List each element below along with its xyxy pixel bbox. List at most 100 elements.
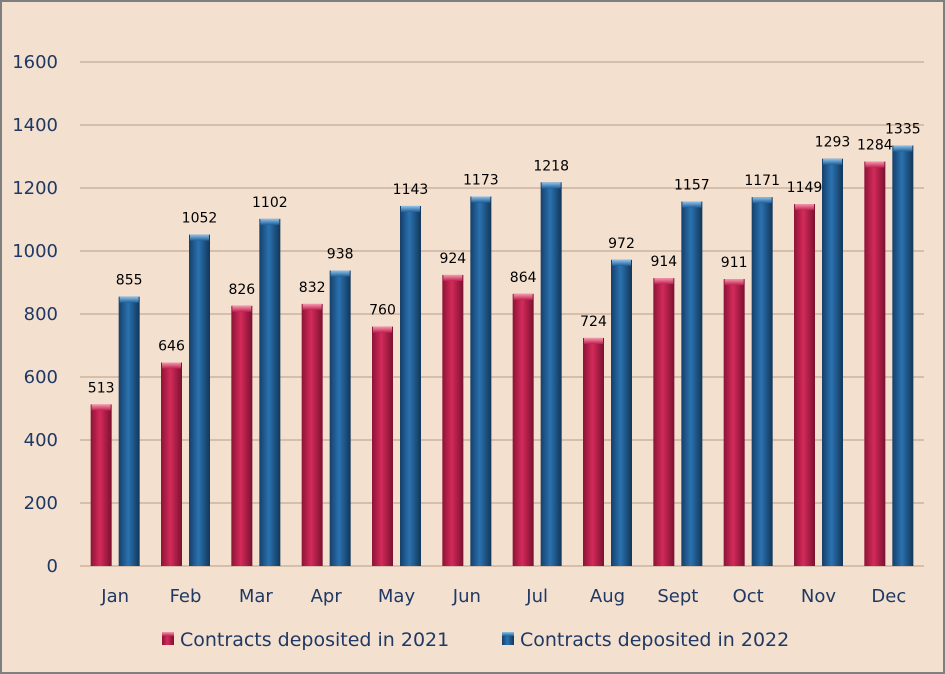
x-tick-label: Nov <box>801 586 836 607</box>
bar-cap <box>612 259 631 266</box>
data-label: 1149 <box>787 180 823 196</box>
bar-2021-dec <box>864 161 886 567</box>
bar-cap <box>232 305 252 312</box>
y-tick-label: 1400 <box>12 115 58 136</box>
bar-cap <box>752 197 772 204</box>
y-tick-label: 200 <box>24 493 58 514</box>
y-tick-label: 1200 <box>12 178 58 199</box>
bar-cap <box>190 234 209 241</box>
bar-2021-jun <box>442 274 464 566</box>
bar-2021-nov <box>794 204 815 566</box>
legend-item-2021: Contracts deposited in 2021 <box>162 629 449 651</box>
data-label: 1173 <box>463 173 499 189</box>
x-tick-label: Jan <box>100 586 129 607</box>
data-label: 724 <box>580 314 607 330</box>
bar-cap <box>823 158 842 165</box>
bar-cap <box>865 161 885 168</box>
y-tick-label: 1600 <box>12 52 58 73</box>
data-label: 855 <box>116 273 143 289</box>
bar-cap <box>471 196 491 203</box>
y-axis-ticks: 0 200 400 600 800 1000 1200 1400 1600 <box>12 52 58 577</box>
bar-2021-oct <box>723 279 745 566</box>
data-label: 1284 <box>857 138 893 154</box>
data-label: 1102 <box>252 195 288 211</box>
bar-2021-aug <box>583 337 604 566</box>
data-label: 826 <box>228 282 255 298</box>
data-label: 914 <box>650 254 677 270</box>
data-label: 924 <box>439 251 466 267</box>
x-tick-label: Dec <box>871 586 906 607</box>
x-tick-label: Sept <box>657 586 698 607</box>
bar-2022-nov <box>822 158 843 566</box>
bar-cap <box>654 278 674 285</box>
x-tick-label: Jun <box>452 586 481 607</box>
y-tick-label: 1000 <box>12 241 58 262</box>
legend-item-2022: Contracts deposited in 2022 <box>502 629 789 651</box>
bar-2022-jan <box>118 296 140 566</box>
bar-2021-feb <box>161 362 182 566</box>
bar-2022-jul <box>540 182 562 566</box>
bar-cap <box>162 362 181 369</box>
x-tick-label: Oct <box>733 586 764 607</box>
bar-cap <box>401 205 420 212</box>
bar-2022-may <box>400 205 421 566</box>
data-label: 1157 <box>674 178 710 194</box>
bar-cap <box>91 404 111 411</box>
x-tick-label: May <box>378 586 416 607</box>
bar-cap <box>893 145 913 152</box>
data-label: 911 <box>721 255 748 271</box>
bars <box>90 145 914 567</box>
y-tick-label: 400 <box>24 430 58 451</box>
bar-cap <box>330 270 350 277</box>
bar-cap <box>513 293 533 300</box>
bar-cap <box>541 182 561 189</box>
legend-swatch-cap <box>162 632 174 636</box>
bar-2022-apr <box>329 270 351 566</box>
data-label: 1335 <box>885 121 921 137</box>
bar-2021-apr <box>301 303 323 566</box>
bar-2021-jul <box>512 293 534 566</box>
bar-2022-feb <box>189 234 210 566</box>
y-tick-label: 800 <box>24 304 58 325</box>
data-label: 938 <box>327 247 354 263</box>
bar-cap <box>443 274 463 281</box>
bar-2021-jan <box>90 404 112 566</box>
x-tick-label: Mar <box>239 586 274 607</box>
data-labels: 513 855 646 1052 826 1102 832 938 760 1143 924 1173… <box>88 121 921 396</box>
legend-label: Contracts deposited in 2022 <box>520 629 789 651</box>
legend-label: Contracts deposited in 2021 <box>180 629 449 651</box>
y-tick-label: 0 <box>47 556 58 577</box>
x-tick-label: Feb <box>170 586 202 607</box>
bar-cap <box>795 204 814 211</box>
data-label: 1218 <box>533 158 569 174</box>
bar-2021-mar <box>231 305 253 566</box>
y-tick-label: 600 <box>24 367 58 388</box>
legend-swatch-cap <box>502 632 514 636</box>
data-label: 513 <box>88 380 115 396</box>
x-tick-label: Aug <box>590 586 625 607</box>
data-label: 1293 <box>815 135 851 151</box>
bar-cap <box>302 303 322 310</box>
data-label: 1143 <box>393 182 429 198</box>
data-label: 832 <box>299 280 326 296</box>
bar-cap <box>260 218 280 225</box>
gridlines <box>80 61 924 567</box>
x-tick-label: Apr <box>311 586 343 607</box>
bar-2021-may <box>372 326 393 566</box>
data-label: 1052 <box>182 211 218 227</box>
legend: Contracts deposited in 2021 Contracts dep… <box>162 629 789 651</box>
x-tick-label: Jul <box>525 586 548 607</box>
bar-cap <box>724 279 744 286</box>
data-label: 760 <box>369 303 396 319</box>
bar-2022-mar <box>259 218 281 566</box>
data-label: 1171 <box>744 173 780 189</box>
data-label: 972 <box>608 236 635 252</box>
data-label: 864 <box>510 270 537 286</box>
bar-2022-jun <box>470 196 492 566</box>
data-label: 646 <box>158 339 185 355</box>
x-axis-ticks: Jan Feb Mar Apr May Jun Jul Aug Sept Oct Nov Dec <box>100 586 906 607</box>
bar-2022-dec <box>892 145 914 566</box>
bar-cap <box>119 296 139 303</box>
bar-cap <box>682 201 702 208</box>
